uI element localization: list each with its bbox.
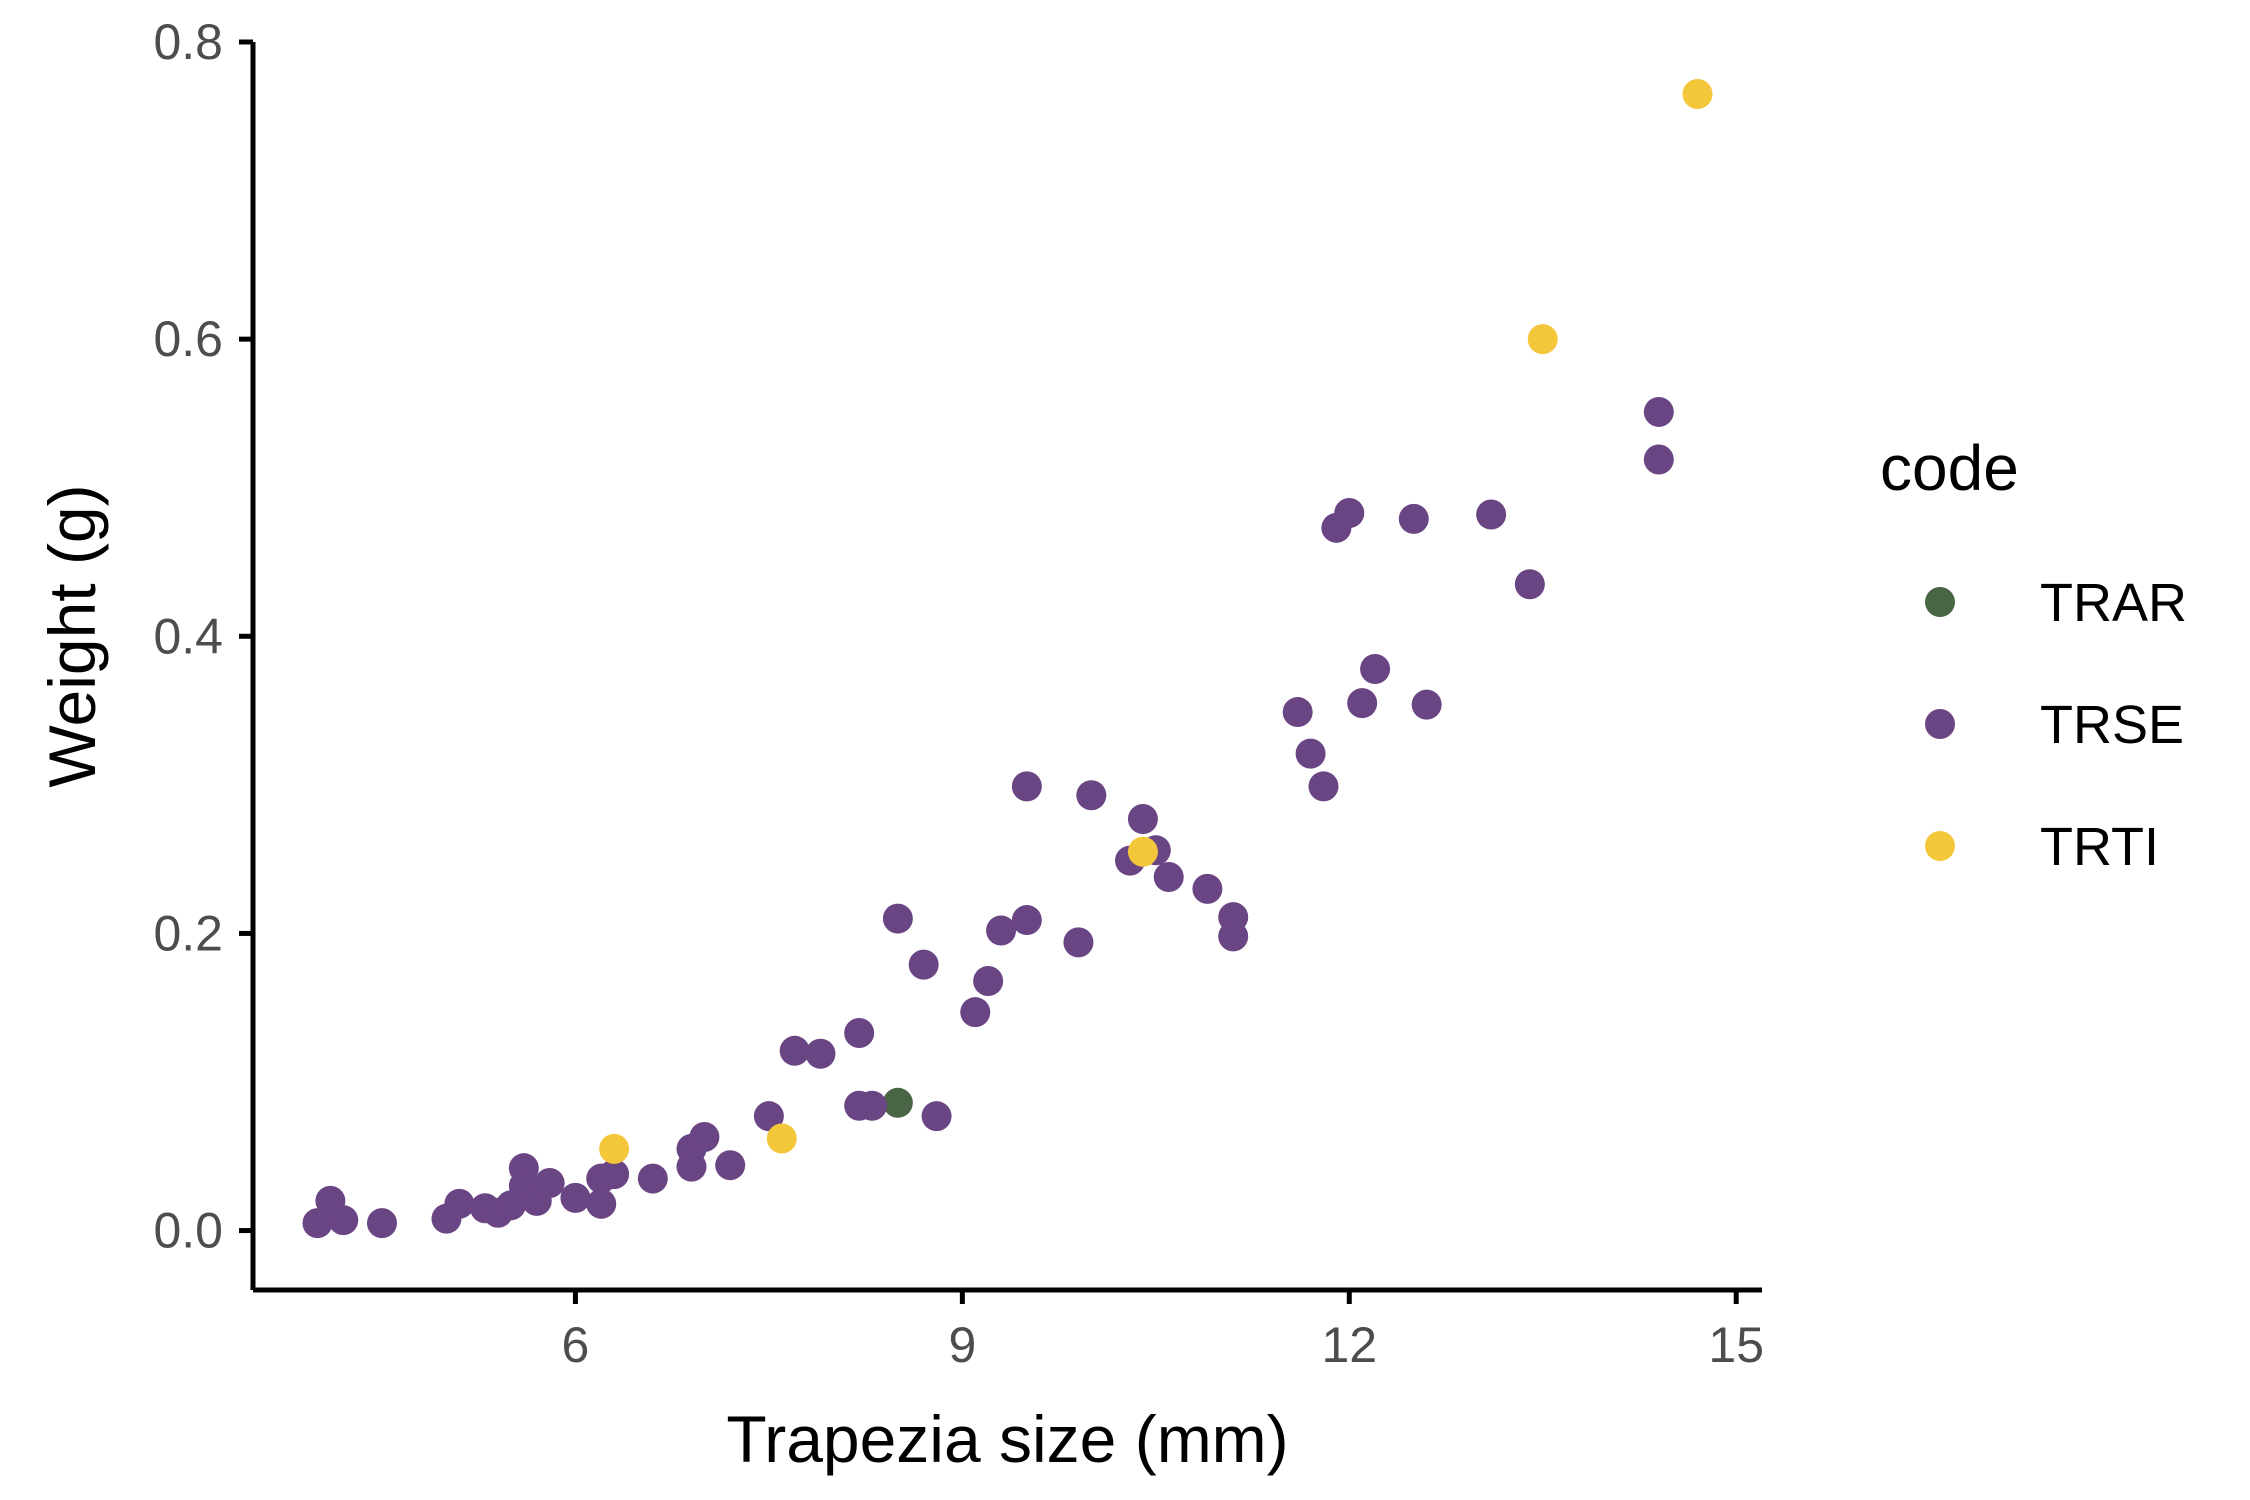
points-layer bbox=[302, 79, 1713, 1239]
point-trar bbox=[882, 1087, 913, 1118]
point-trse bbox=[1411, 689, 1442, 720]
legend-key-trti bbox=[1925, 831, 1955, 861]
point-trse bbox=[986, 915, 1017, 946]
point-trse bbox=[1282, 697, 1313, 728]
legend-label-trse: TRSE bbox=[2040, 695, 2184, 755]
point-trse bbox=[715, 1150, 746, 1181]
point-trse bbox=[882, 903, 913, 934]
point-trse bbox=[366, 1208, 397, 1239]
point-trse bbox=[599, 1159, 630, 1190]
point-trse bbox=[1153, 861, 1184, 892]
point-trse bbox=[328, 1205, 359, 1236]
point-trse bbox=[1218, 921, 1249, 952]
x-ticks: 6 9 12 15 bbox=[562, 1290, 1764, 1373]
legend-title: code bbox=[1880, 432, 2019, 504]
point-trse bbox=[1308, 771, 1339, 802]
point-trse bbox=[805, 1038, 836, 1069]
legend-key-trse bbox=[1925, 709, 1955, 739]
y-ticks: 0.0 0.2 0.4 0.6 0.8 bbox=[153, 14, 253, 1259]
point-trse bbox=[1334, 497, 1365, 528]
x-tick-label: 9 bbox=[948, 1317, 976, 1373]
point-trse bbox=[973, 965, 1004, 996]
point-trse bbox=[753, 1101, 784, 1132]
point-trse bbox=[1295, 738, 1326, 769]
point-trse bbox=[908, 949, 939, 980]
y-tick-label: 0.2 bbox=[153, 905, 223, 961]
point-trse bbox=[1398, 503, 1429, 534]
point-trse bbox=[1011, 905, 1042, 936]
x-tick-label: 15 bbox=[1708, 1317, 1764, 1373]
x-axis-title: Trapezia size (mm) bbox=[726, 1402, 1288, 1476]
legend-key-trar bbox=[1925, 587, 1955, 617]
point-trse bbox=[1643, 396, 1674, 427]
point-trse bbox=[1076, 780, 1107, 811]
point-trse bbox=[1063, 927, 1094, 958]
legend: code TRAR TRSE TRTI bbox=[1880, 432, 2187, 877]
y-tick-label: 0.6 bbox=[153, 311, 223, 367]
x-tick-label: 6 bbox=[562, 1317, 590, 1373]
point-trse bbox=[960, 997, 991, 1028]
y-tick-label: 0.4 bbox=[153, 608, 223, 664]
point-trse bbox=[1192, 873, 1223, 904]
point-trse bbox=[1347, 688, 1378, 719]
point-trse bbox=[779, 1035, 810, 1066]
point-trse bbox=[857, 1090, 888, 1121]
point-trti bbox=[1127, 836, 1158, 867]
point-trse bbox=[689, 1121, 720, 1152]
point-trse bbox=[586, 1188, 617, 1219]
point-trse bbox=[1360, 653, 1391, 684]
point-trse bbox=[1643, 444, 1674, 475]
point-trti bbox=[599, 1133, 630, 1164]
legend-label-trar: TRAR bbox=[2040, 573, 2187, 633]
point-trse bbox=[676, 1151, 707, 1182]
point-trti bbox=[766, 1123, 797, 1154]
point-trse bbox=[637, 1163, 668, 1194]
point-trse bbox=[921, 1101, 952, 1132]
point-trse bbox=[444, 1188, 475, 1219]
point-trse bbox=[560, 1182, 591, 1213]
point-trse bbox=[534, 1168, 565, 1199]
point-trse bbox=[1127, 804, 1158, 835]
legend-items: TRAR TRSE TRTI bbox=[1925, 573, 2187, 877]
legend-label-trti: TRTI bbox=[2040, 817, 2159, 877]
point-trti bbox=[1527, 324, 1558, 355]
axes-layer bbox=[250, 42, 1762, 1293]
point-trti bbox=[1682, 79, 1713, 109]
point-trse bbox=[844, 1017, 875, 1048]
point-trse bbox=[1476, 499, 1507, 530]
point-trse bbox=[1514, 569, 1545, 600]
point-trse bbox=[302, 1208, 333, 1239]
x-tick-label: 12 bbox=[1321, 1317, 1377, 1373]
y-tick-label: 0.0 bbox=[153, 1203, 223, 1259]
y-tick-label: 0.8 bbox=[153, 14, 223, 70]
point-trse bbox=[1011, 771, 1042, 802]
y-axis-title: Weight (g) bbox=[35, 484, 109, 787]
